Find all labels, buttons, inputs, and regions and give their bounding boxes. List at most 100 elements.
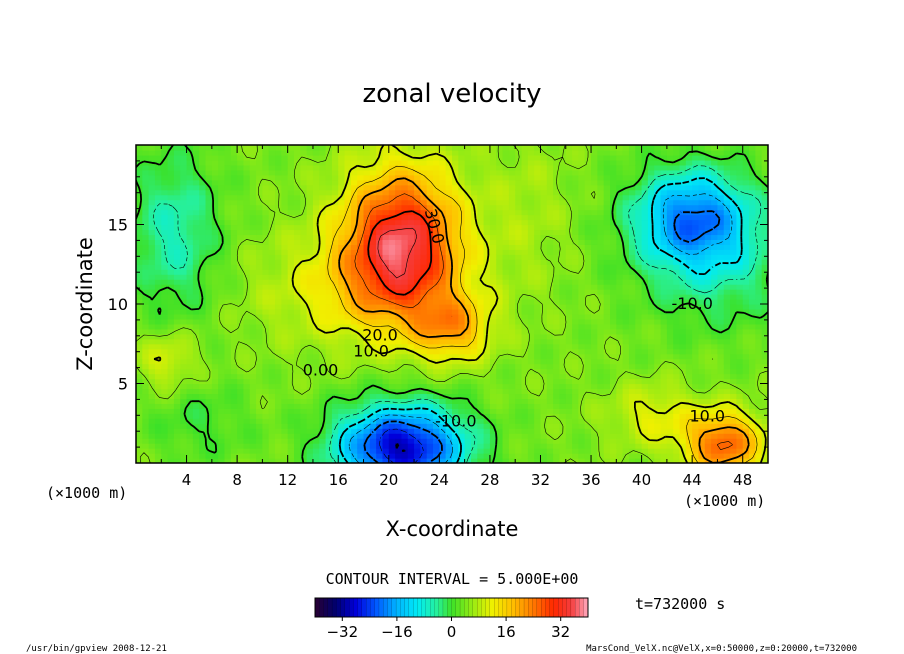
colorbar-segment	[391, 597, 397, 618]
x-tick-label: 12	[278, 471, 297, 489]
colorbar-segment	[477, 597, 482, 618]
x-axis-title: X-coordinate	[386, 517, 519, 541]
x-tick-label: 48	[733, 471, 752, 489]
x-tick-label: 16	[329, 471, 348, 489]
colorbar-segment	[425, 597, 431, 618]
colorbar-segment	[558, 597, 563, 618]
colorbar-segment	[327, 597, 333, 618]
colorbar-segment	[532, 597, 538, 618]
x-unit-left: (×1000 m)	[46, 484, 127, 502]
x-tick-label: 28	[480, 471, 499, 489]
x-axis: 4 8 12 16 20 24 28 32 36 40 44 48	[160, 145, 752, 489]
colorbar-segment	[523, 597, 529, 618]
colorbar-segment	[447, 597, 452, 618]
colorbar-segment	[383, 597, 388, 618]
colorbar-segment	[366, 597, 371, 618]
contour-interval-label: CONTOUR INTERVAL = 5.000E+00	[326, 570, 579, 588]
colorbar-segment	[417, 597, 423, 618]
colorbar-segment	[344, 597, 350, 618]
colorbar-segment	[340, 597, 346, 618]
colorbar	[314, 597, 589, 618]
contour-level	[363, 210, 721, 463]
colorbar-segment	[468, 597, 474, 618]
colorbar-segment	[511, 597, 516, 618]
colorbar-segment	[519, 597, 525, 618]
colorbar-segment	[545, 597, 551, 618]
y-axis-title: Z-coordinate	[73, 237, 97, 371]
contour-level	[354, 193, 733, 450]
colorbar-segment	[349, 597, 354, 618]
contour-level	[153, 145, 767, 463]
colorbar-segment	[464, 597, 470, 618]
colorbar-segment	[430, 597, 435, 618]
contour-level	[136, 145, 768, 463]
colorbar-segment	[442, 597, 448, 618]
y-tick-label: 10	[108, 295, 128, 314]
colorbar-segment	[489, 597, 495, 618]
colorbar-segment	[336, 597, 342, 618]
contour-level	[152, 165, 762, 463]
colorbar-segment	[549, 597, 555, 618]
x-tick-label: 32	[531, 471, 550, 489]
footer-right: MarsCond_VelX.nc@VelX,x=0:50000,z=0:2000…	[586, 644, 857, 654]
x-tick-label: 20	[379, 471, 398, 489]
x-tick-label: 4	[182, 471, 192, 489]
colorbar-segment	[400, 597, 406, 618]
colorbar-segment	[361, 597, 367, 618]
x-tick-label: 8	[232, 471, 242, 489]
contour-labels: 30.020.010.00.00-10.0-10.010.0	[303, 207, 725, 431]
contour-level	[377, 227, 417, 279]
colorbar-segment	[387, 597, 393, 618]
colorbar-segment	[481, 597, 487, 618]
colorbar-segment	[323, 597, 329, 618]
colorbar-ticks: −32 −16 0 16 32	[326, 617, 570, 641]
colorbar-segment	[331, 597, 337, 618]
footer-left: /usr/bin/gpview 2008-12-21	[26, 644, 167, 654]
colorbar-segment	[536, 597, 542, 618]
colorbar-segment	[434, 597, 440, 618]
heatmap-field	[136, 145, 768, 463]
colorbar-segment	[438, 597, 444, 618]
colorbar-segment	[413, 597, 418, 618]
contour-label: 10.0	[689, 407, 725, 426]
colorbar-segment	[314, 597, 320, 618]
contour-label: 10.0	[353, 342, 389, 361]
colorbar-segment	[506, 597, 512, 618]
colorbar-segment	[579, 597, 585, 618]
colorbar-segment	[357, 597, 363, 618]
colorbar-segment	[370, 597, 376, 618]
colorbar-tick-label: 0	[447, 623, 457, 641]
contour-label: 20.0	[362, 326, 398, 345]
colorbar-segment	[378, 597, 384, 618]
contour-level	[136, 145, 768, 463]
contour-lines	[136, 145, 768, 463]
colorbar-segment	[562, 597, 568, 618]
y-tick-label: 15	[108, 216, 128, 235]
contour-level	[327, 165, 758, 463]
contour-level	[395, 443, 406, 452]
colorbar-segment	[528, 597, 534, 618]
colorbar-segment	[455, 597, 461, 618]
colorbar-segment	[575, 597, 580, 618]
x-tick-label: 36	[581, 471, 600, 489]
y-tick-label: 5	[118, 375, 128, 394]
chart-title: zonal velocity	[362, 79, 541, 109]
colorbar-segment	[566, 597, 572, 618]
contour-level	[367, 210, 433, 296]
colorbar-segment	[408, 597, 414, 618]
x-tick-label: 40	[632, 471, 651, 489]
colorbar-tick-label: 32	[551, 623, 570, 641]
colorbar-segment	[570, 597, 576, 618]
colorbar-segment	[472, 597, 478, 618]
colorbar-segment	[494, 597, 499, 618]
time-label: t=732000 s	[635, 595, 725, 613]
colorbar-segment	[485, 597, 491, 618]
colorbar-tick-label: −32	[326, 623, 358, 641]
contour-level	[338, 177, 743, 463]
colorbar-segment	[459, 597, 465, 618]
colorbar-segment	[502, 597, 508, 618]
colorbar-segment	[451, 597, 457, 618]
colorbar-segment	[541, 597, 546, 618]
contour-level	[379, 428, 424, 463]
